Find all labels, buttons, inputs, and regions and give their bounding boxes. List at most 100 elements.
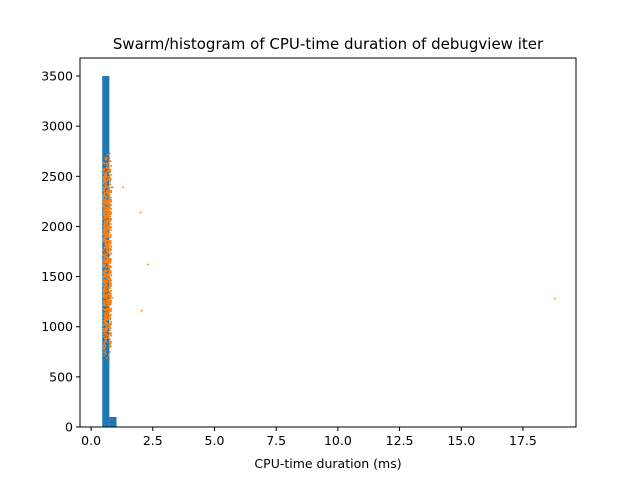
swarm-point: [104, 176, 107, 178]
swarm-point: [106, 301, 109, 304]
swarm-point: [105, 201, 108, 204]
swarm-point: [107, 170, 109, 173]
swarm-point: [105, 266, 108, 269]
swarm-point: [109, 215, 112, 218]
swarm-point: [107, 313, 110, 315]
swarm-point: [104, 242, 107, 245]
swarm-point: [109, 285, 112, 288]
swarm-point: [104, 220, 107, 222]
swarm-point: [105, 315, 108, 318]
swarm-point: [104, 331, 106, 334]
swarm-point: [108, 172, 110, 175]
swarm-point: [104, 199, 107, 202]
swarm-point: [109, 168, 112, 171]
swarm-point: [106, 255, 109, 258]
swarm-point: [106, 240, 109, 243]
swarm-point: [104, 312, 107, 315]
swarm-outlier-point: [140, 309, 143, 312]
swarm-point: [102, 206, 105, 208]
swarm-point: [108, 223, 111, 225]
swarm-point: [102, 335, 105, 338]
swarm-point: [109, 160, 112, 163]
x-tick-label: 5.0: [205, 433, 225, 448]
x-tick-label: 15.0: [447, 433, 475, 448]
swarm-point: [109, 338, 112, 341]
swarm-point: [103, 240, 106, 243]
swarm-point: [106, 277, 109, 280]
swarm-point: [103, 254, 106, 256]
swarm-point: [110, 207, 113, 210]
swarm-point: [110, 199, 113, 202]
swarm-point: [108, 358, 111, 361]
swarm-point: [108, 331, 111, 334]
y-tick-label: 3500: [41, 69, 73, 84]
swarm-point: [107, 239, 110, 242]
swarm-point: [106, 223, 108, 225]
swarm-point: [103, 319, 106, 322]
swarm-point: [108, 287, 111, 290]
swarm-point: [107, 337, 110, 339]
swarm-point: [108, 152, 111, 155]
swarm-point: [108, 306, 111, 308]
swarm-point: [109, 317, 112, 320]
swarm-point: [110, 313, 112, 316]
swarm-point: [109, 345, 112, 348]
swarm-point: [102, 307, 105, 310]
swarm-point: [108, 214, 110, 217]
swarm-point: [108, 280, 111, 283]
swarm-point: [103, 354, 106, 357]
swarm-point: [109, 190, 111, 193]
x-axis: 0.0 2.5 5.0 7.5 10.0 12.5 15.0 17.5: [81, 427, 537, 448]
x-tick-label: 0.0: [81, 433, 101, 448]
swarm-point: [108, 200, 111, 203]
swarm-point: [103, 351, 105, 353]
swarm-point: [109, 183, 112, 186]
swarm-point: [109, 329, 111, 332]
swarm-point: [105, 309, 107, 311]
swarm-point: [110, 299, 113, 302]
swarm-point: [102, 288, 105, 291]
histogram-bar-0: [102, 76, 110, 428]
swarm-point: [102, 196, 105, 199]
swarm-point: [104, 345, 107, 348]
swarm-point: [104, 183, 107, 185]
swarm-point: [108, 167, 110, 170]
swarm-point: [106, 324, 109, 327]
swarm-point: [109, 223, 112, 225]
swarm-point: [105, 297, 107, 300]
swarm-point: [105, 276, 108, 279]
swarm-point: [106, 211, 108, 214]
swarm-point: [103, 187, 106, 190]
swarm-point: [108, 295, 110, 298]
swarm-point: [110, 292, 112, 295]
swarm-point: [103, 227, 106, 229]
swarm-point: [105, 333, 108, 336]
swarm-point: [107, 286, 110, 289]
swarm-point: [104, 294, 107, 297]
swarm-point: [107, 247, 109, 249]
swarm-point: [102, 237, 105, 239]
swarm-point: [110, 226, 113, 229]
swarm-point: [102, 172, 105, 175]
swarm-outlier-point: [139, 211, 142, 214]
swarm-point: [103, 285, 106, 288]
swarm-outlier-point: [122, 186, 125, 189]
swarm-point: [104, 352, 107, 355]
swarm-point: [104, 321, 107, 324]
swarm-point: [103, 302, 105, 304]
swarm-point: [106, 225, 109, 228]
swarm-point: [107, 243, 109, 246]
swarm-point: [110, 174, 113, 176]
swarm-point: [107, 354, 110, 357]
swarm-point: [109, 236, 112, 239]
x-tick-label: 2.5: [143, 433, 163, 448]
swarm-point: [107, 273, 110, 276]
swarm-point: [103, 180, 105, 183]
swarm-point: [106, 153, 109, 156]
swarm-point: [102, 169, 105, 171]
plot-area-frame: [79, 57, 577, 428]
swarm-point: [102, 230, 105, 233]
swarm-point: [110, 289, 112, 292]
swarm-point: [103, 251, 106, 254]
swarm-outlier-point: [111, 296, 114, 299]
